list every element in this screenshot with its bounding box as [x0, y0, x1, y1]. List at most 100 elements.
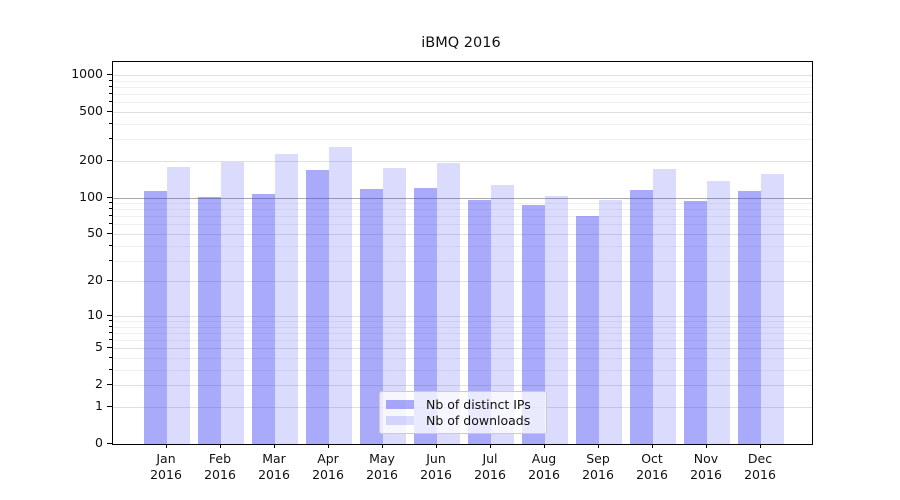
gridline: [112, 321, 812, 322]
gridline: [112, 348, 812, 350]
bar-distinct-ips: [360, 189, 383, 444]
bar-downloads: [653, 169, 676, 444]
bar-distinct-ips: [684, 201, 707, 444]
x-tick-mark: [490, 444, 491, 448]
x-tick-year: 2016: [744, 467, 776, 482]
bar-distinct-ips: [144, 190, 167, 444]
y-minor-tick-mark: [108, 202, 112, 203]
y-tick-label: 500: [79, 102, 103, 118]
x-tick-label: Oct 2016: [625, 451, 679, 483]
x-tick-mark: [544, 444, 545, 448]
x-tick-month: Oct: [641, 451, 663, 466]
legend: Nb of distinct IPs Nb of downloads: [379, 391, 547, 434]
x-tick-month: Dec: [747, 451, 773, 466]
gridline: [112, 139, 812, 141]
y-minor-tick-mark: [108, 85, 112, 87]
legend-item: Nb of distinct IPs: [386, 397, 537, 412]
legend-label: Nb of distinct IPs: [426, 396, 531, 412]
y-tick-label: 0: [95, 435, 103, 450]
y-tick-label: 1: [95, 398, 103, 413]
x-tick-year: 2016: [204, 467, 236, 482]
gridline: [112, 260, 812, 262]
y-tick-mark: [106, 110, 112, 112]
chart-title: iBMQ 2016: [421, 35, 501, 51]
x-tick-label: May 2016: [355, 451, 409, 483]
x-tick-mark: [328, 444, 329, 448]
grid-layer: [112, 62, 812, 445]
x-tick-month: Apr: [317, 451, 339, 466]
y-tick-mark: [106, 347, 112, 349]
bar-distinct-ips: [306, 170, 329, 444]
x-tick-label: Jan 2016: [139, 451, 193, 483]
y-minor-tick-mark: [108, 259, 112, 261]
gridline: [112, 86, 812, 88]
legend-label: Nb of downloads: [426, 413, 531, 429]
x-tick-label: Dec 2016: [733, 451, 787, 483]
bar-downloads: [437, 163, 460, 444]
bar-downloads: [491, 184, 514, 444]
gridline: [112, 74, 812, 76]
bar-downloads: [383, 167, 406, 444]
x-tick-year: 2016: [636, 467, 668, 482]
gridline: [112, 111, 812, 113]
reference-gridline-100: [112, 197, 812, 199]
bar-downloads: [761, 173, 784, 444]
legend-swatch-distinct-ips: [386, 399, 414, 409]
gridline: [112, 358, 812, 359]
x-tick-month: Jan: [156, 451, 176, 466]
legend-swatch-downloads: [386, 416, 414, 426]
y-minor-tick-mark: [108, 320, 112, 321]
bars-layer: [113, 62, 813, 444]
legend-item: Nb of downloads: [386, 413, 537, 428]
y-tick-mark: [106, 314, 112, 316]
x-tick-year: 2016: [258, 467, 290, 482]
y-minor-tick-mark: [108, 368, 112, 370]
gridline: [112, 385, 812, 387]
gridline: [112, 94, 812, 95]
bar-distinct-ips: [630, 189, 653, 444]
x-tick-label: Aug 2016: [517, 451, 571, 483]
bar-downloads: [275, 153, 298, 444]
y-tick-label: 50: [87, 225, 103, 240]
x-tick-year: 2016: [582, 467, 614, 482]
x-tick-month: Jun: [426, 451, 446, 466]
gridline: [112, 340, 812, 342]
x-tick-month: Jul: [482, 451, 498, 466]
bar-distinct-ips: [252, 193, 275, 444]
gridline: [112, 80, 812, 82]
y-tick-label: 100: [79, 188, 103, 204]
y-tick-label: 1000: [71, 65, 103, 81]
bar-distinct-ips: [414, 187, 437, 444]
x-tick-mark: [760, 444, 761, 448]
gridline: [112, 203, 812, 204]
y-minor-tick-mark: [108, 122, 112, 124]
bar-downloads: [167, 166, 190, 444]
gridline: [112, 160, 812, 162]
y-tick-label: 5: [95, 339, 103, 355]
x-tick-mark: [166, 444, 167, 448]
gridline: [112, 369, 812, 371]
x-tick-year: 2016: [150, 467, 182, 482]
y-tick-mark: [106, 73, 112, 75]
gridline: [112, 123, 812, 125]
y-minor-tick-mark: [108, 339, 112, 341]
y-minor-tick-mark: [108, 223, 112, 225]
y-minor-tick-mark: [108, 325, 112, 327]
x-tick-mark: [220, 444, 221, 448]
bar-distinct-ips: [468, 200, 491, 444]
bar-distinct-ips: [198, 196, 221, 444]
x-tick-month: Sep: [586, 451, 610, 466]
y-minor-tick-mark: [108, 208, 112, 210]
gridline: [112, 234, 812, 235]
y-tick-label: 200: [79, 151, 103, 167]
gridline: [112, 209, 812, 211]
bar-downloads: [707, 181, 730, 444]
y-tick-mark: [106, 384, 112, 386]
x-tick-year: 2016: [312, 467, 344, 482]
gridline: [112, 245, 812, 247]
y-tick-mark: [106, 196, 112, 198]
x-tick-mark: [274, 444, 275, 448]
gridline: [112, 315, 812, 317]
bar-downloads: [221, 162, 244, 444]
